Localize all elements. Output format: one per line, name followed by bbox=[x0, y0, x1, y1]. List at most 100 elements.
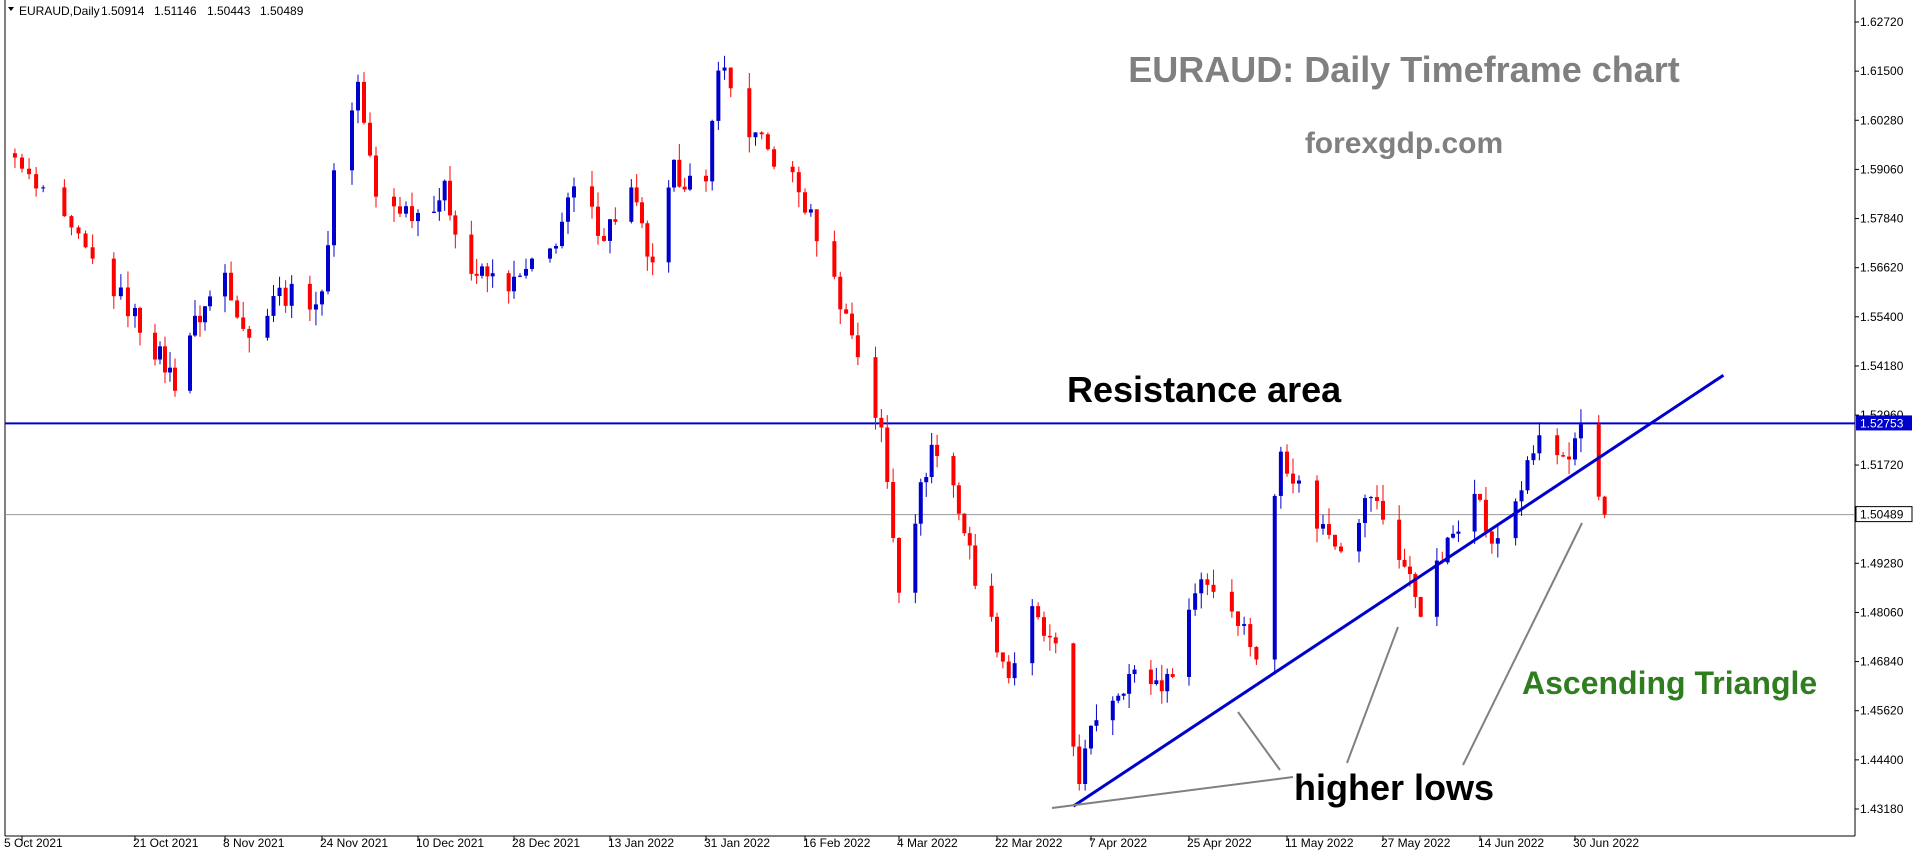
candle-body bbox=[1110, 700, 1115, 721]
candle-body bbox=[442, 180, 447, 201]
candle-body bbox=[891, 481, 896, 539]
candle bbox=[566, 192, 570, 234]
candle-body bbox=[1116, 695, 1121, 701]
candle-body bbox=[1381, 500, 1385, 520]
candle bbox=[173, 358, 177, 397]
symbol-header: EURAUD,Daily 1.50914 1.51146 1.50443 1.5… bbox=[8, 4, 304, 18]
candle bbox=[223, 264, 227, 313]
candle bbox=[235, 295, 240, 319]
candle-body bbox=[645, 223, 650, 257]
candle-body bbox=[448, 180, 452, 216]
candle-body bbox=[111, 258, 116, 297]
candle-body bbox=[704, 175, 708, 182]
candle bbox=[241, 301, 246, 332]
candle bbox=[1561, 452, 1566, 458]
candle-body bbox=[1254, 647, 1259, 660]
candle bbox=[1077, 734, 1082, 791]
time-tick-label: 30 Jun 2022 bbox=[1573, 836, 1639, 850]
candle-body bbox=[265, 315, 270, 338]
candle-body bbox=[1047, 635, 1052, 638]
candle bbox=[885, 415, 890, 489]
candle-body bbox=[1211, 584, 1216, 592]
candle bbox=[722, 55, 727, 80]
candle-body bbox=[474, 273, 479, 276]
candle bbox=[1047, 624, 1052, 651]
candle-body bbox=[133, 307, 137, 317]
candle-body bbox=[1205, 579, 1210, 585]
candle bbox=[1573, 432, 1577, 466]
candle bbox=[118, 274, 123, 300]
candle-body bbox=[838, 276, 843, 310]
candle bbox=[796, 166, 801, 208]
candle bbox=[1012, 652, 1017, 686]
candle-body bbox=[34, 174, 39, 189]
header-open: 1.50914 bbox=[101, 4, 145, 18]
candle bbox=[682, 177, 687, 193]
candle bbox=[474, 258, 479, 285]
candle bbox=[879, 409, 884, 443]
candle bbox=[125, 271, 130, 328]
candle-body bbox=[76, 227, 81, 234]
candle bbox=[1537, 422, 1542, 461]
chart-subtitle: forexgdp.com bbox=[1305, 127, 1503, 160]
price-tick-label: 1.51720 bbox=[1860, 458, 1904, 472]
candle-body bbox=[967, 533, 972, 546]
candle-body bbox=[1154, 680, 1159, 685]
candle bbox=[1006, 655, 1011, 684]
candle-body bbox=[208, 296, 212, 307]
candle-body bbox=[188, 335, 192, 391]
candle bbox=[666, 180, 671, 273]
candle bbox=[277, 276, 282, 306]
candle-body bbox=[163, 346, 167, 373]
candle-body bbox=[1402, 559, 1407, 567]
candle bbox=[973, 533, 978, 590]
candle bbox=[677, 143, 682, 188]
candle-body bbox=[193, 315, 197, 336]
candle-body bbox=[1127, 674, 1132, 694]
candle bbox=[138, 306, 142, 346]
candle-body bbox=[153, 332, 157, 360]
candle-body bbox=[368, 122, 372, 156]
candle bbox=[1254, 646, 1259, 665]
candle bbox=[1071, 642, 1076, 757]
candle-body bbox=[241, 317, 246, 329]
candle bbox=[560, 212, 564, 249]
candle bbox=[1278, 446, 1283, 509]
candle-body bbox=[716, 70, 721, 121]
candle bbox=[1110, 696, 1115, 736]
candle bbox=[289, 275, 294, 318]
candle bbox=[645, 220, 650, 271]
candle-body bbox=[1418, 596, 1423, 617]
candle bbox=[1248, 617, 1253, 657]
candle-body bbox=[1242, 624, 1247, 626]
candle-body bbox=[229, 272, 234, 301]
candle-body bbox=[765, 134, 770, 150]
candle bbox=[548, 247, 552, 263]
candle-body bbox=[307, 283, 312, 310]
candle bbox=[1369, 495, 1373, 512]
candle-body bbox=[666, 187, 671, 263]
candle bbox=[1418, 596, 1423, 618]
candle-body bbox=[808, 209, 813, 213]
candle bbox=[20, 153, 24, 173]
candle-body bbox=[158, 346, 162, 360]
candle bbox=[728, 67, 733, 98]
candle-body bbox=[989, 585, 994, 617]
candle bbox=[432, 195, 436, 214]
candle-body bbox=[198, 315, 202, 323]
candle-body bbox=[1472, 493, 1477, 532]
candle bbox=[1193, 583, 1198, 616]
candle-body bbox=[1165, 674, 1170, 692]
candle bbox=[368, 112, 372, 158]
candle bbox=[1375, 485, 1379, 510]
candle-body bbox=[1397, 519, 1402, 560]
pattern-annotation: Ascending Triangle bbox=[1522, 665, 1817, 701]
candle bbox=[1036, 602, 1041, 620]
candle-body bbox=[1315, 480, 1319, 529]
time-tick-label: 13 Jan 2022 bbox=[608, 836, 674, 850]
candle bbox=[1229, 579, 1234, 618]
candle bbox=[1456, 520, 1461, 543]
candle bbox=[1242, 616, 1247, 635]
candle-body bbox=[313, 304, 318, 310]
